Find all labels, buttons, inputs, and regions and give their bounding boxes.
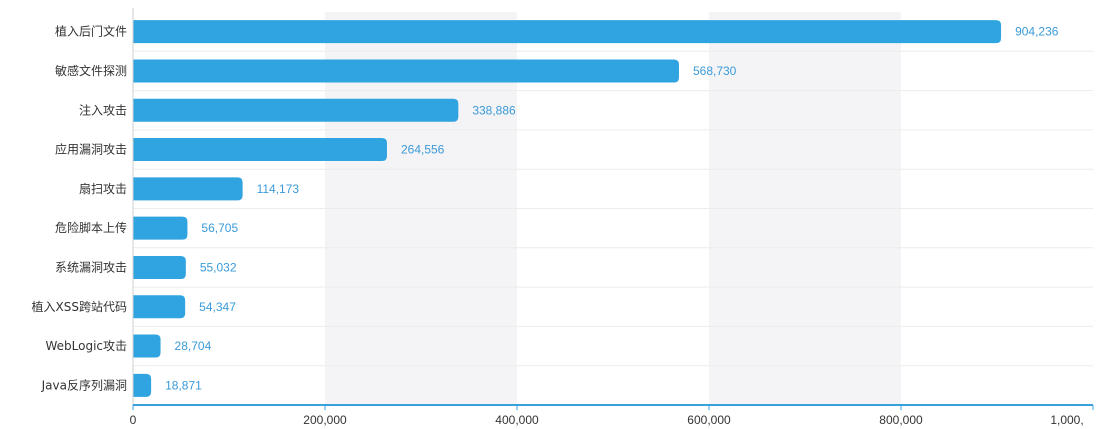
- category-labels-group: 植入后门文件敏感文件探测注入攻击应用漏洞攻击扇扫攻击危险脚本上传系统漏洞攻击植入…: [32, 24, 127, 393]
- bar[interactable]: [133, 138, 387, 162]
- bar[interactable]: [133, 59, 679, 83]
- bar[interactable]: [133, 216, 188, 240]
- x-tick-label: 200,000: [303, 413, 347, 427]
- value-label: 54,347: [199, 300, 236, 314]
- category-label: Java反序列漏洞: [41, 377, 127, 392]
- row-separators: [133, 50, 1093, 367]
- value-label: 264,556: [401, 143, 445, 157]
- value-label: 338,886: [472, 103, 516, 117]
- value-labels-group: 904,236 568,730 338,886 264,556 114,173 56,70…: [165, 25, 1059, 393]
- x-tick-label: 400,000: [495, 413, 539, 427]
- category-label: WebLogic攻击: [45, 339, 127, 353]
- bars-group: [133, 20, 1002, 397]
- value-label: 904,236: [1015, 25, 1059, 39]
- value-label: 18,871: [165, 378, 202, 392]
- bar[interactable]: [133, 295, 186, 319]
- axes-group: [132, 8, 1093, 406]
- x-tick-label: 0: [130, 413, 137, 427]
- bar[interactable]: [133, 334, 161, 358]
- x-tick-label: 600,000: [687, 413, 731, 427]
- tick-labels-group: 0 200,000 400,000 600,000 800,000 1,000,: [130, 405, 1094, 427]
- category-label: 系统漏洞攻击: [55, 260, 127, 274]
- value-label: 114,173: [257, 182, 300, 196]
- category-label: 植入XSS跨站代码: [32, 299, 127, 314]
- value-label: 55,032: [200, 260, 237, 274]
- category-label: 植入后门文件: [55, 24, 127, 39]
- bar[interactable]: [133, 373, 152, 397]
- bar[interactable]: [133, 98, 459, 122]
- bar[interactable]: [133, 255, 186, 279]
- category-label: 注入攻击: [79, 102, 127, 117]
- value-label: 28,704: [175, 339, 212, 353]
- value-label: 568,730: [693, 64, 737, 78]
- bar[interactable]: [133, 20, 1002, 44]
- bar[interactable]: [133, 177, 243, 201]
- x-tick-label: 1,000,: [1050, 413, 1083, 427]
- category-label: 敏感文件探测: [55, 63, 127, 78]
- value-label: 56,705: [201, 221, 238, 235]
- category-label: 扇扫攻击: [79, 181, 127, 196]
- category-label: 危险脚本上传: [55, 220, 127, 235]
- x-tick-label: 800,000: [879, 413, 923, 427]
- category-label: 应用漏洞攻击: [55, 142, 127, 157]
